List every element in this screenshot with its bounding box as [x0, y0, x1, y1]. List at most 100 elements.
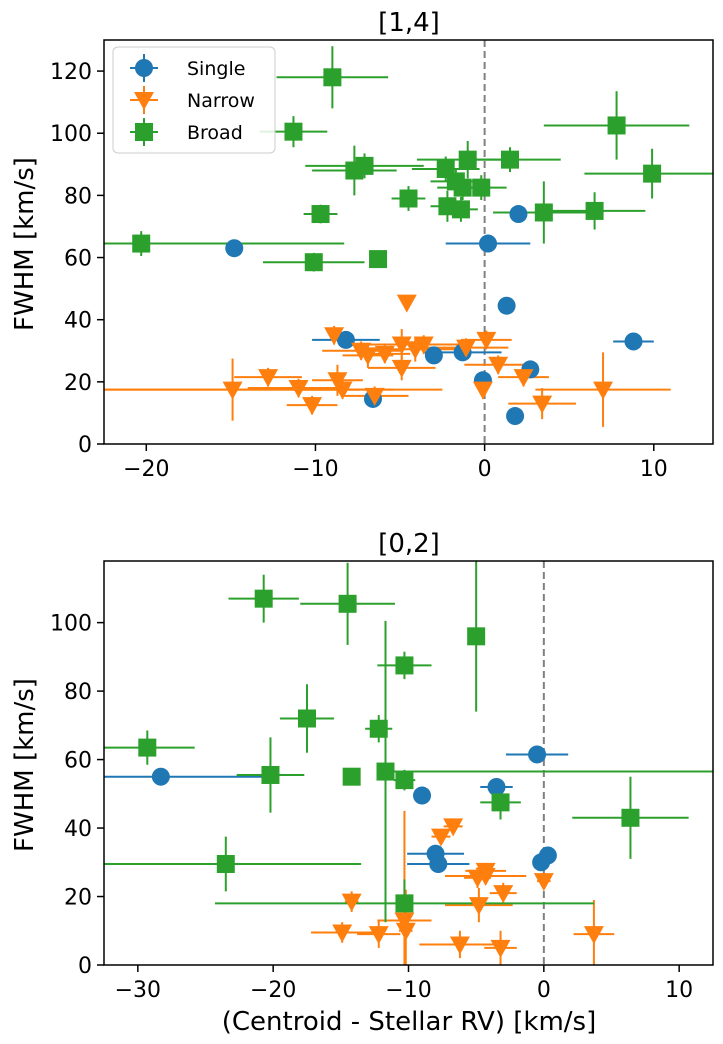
y-tick-label: 40: [64, 309, 92, 334]
narrow-point: [364, 387, 385, 406]
broad-point: [284, 122, 303, 141]
broad-point: [621, 808, 640, 827]
narrow-point: [357, 347, 378, 366]
narrow-point: [288, 380, 309, 399]
narrow-point: [368, 926, 389, 945]
narrow-point: [394, 912, 415, 931]
narrow-point: [258, 369, 279, 388]
broad-point: [342, 767, 361, 786]
narrow-point: [332, 381, 353, 400]
broad-point: [534, 203, 553, 222]
broad-point: [355, 156, 374, 175]
narrow-point: [341, 893, 362, 912]
narrow-point: [488, 356, 509, 375]
legend-label-broad: Broad: [187, 122, 243, 144]
broad-point: [453, 178, 472, 197]
broad-point: [501, 150, 519, 169]
legend-label-narrow: Narrow: [187, 90, 255, 112]
x-tick-label: −20: [250, 978, 296, 1003]
narrow-point: [513, 369, 534, 388]
top-panel-title: [1,4]: [378, 8, 440, 38]
single-point: [624, 332, 643, 351]
legend-marker-single: [135, 59, 153, 77]
legend: Single Narrow Broad: [112, 46, 276, 154]
y-tick-label: 20: [64, 886, 92, 911]
single-point: [528, 745, 547, 764]
y-tick-label: 100: [50, 612, 92, 637]
narrow-point: [324, 327, 345, 346]
broad-point: [451, 200, 470, 219]
broad-point: [138, 738, 157, 757]
x-tick-label: 10: [640, 457, 668, 482]
plot-area: [104, 561, 713, 965]
single-point: [506, 407, 525, 426]
legend-marker-narrow: [134, 92, 154, 110]
narrow-point: [593, 381, 614, 400]
single-point: [424, 346, 443, 365]
narrow-point: [332, 924, 353, 943]
broad-point: [338, 594, 357, 613]
broad-point: [395, 894, 414, 913]
narrow-point: [449, 936, 470, 955]
narrow-point: [456, 339, 477, 358]
broad-point: [395, 771, 414, 790]
y-tick-label: 60: [64, 247, 92, 272]
narrow-point: [476, 331, 497, 350]
broad-point: [585, 201, 604, 220]
y-tick-label: 0: [78, 954, 92, 979]
single-point: [429, 855, 448, 873]
legend-box: [112, 46, 276, 154]
bottom-panel-title: [0,2]: [378, 529, 440, 559]
broad-point: [643, 164, 662, 183]
broad-point: [254, 589, 273, 608]
broad-point: [323, 68, 342, 87]
y-tick-label: 100: [50, 122, 92, 147]
bottom-panel: [0,2] FWHM [km/s] (Centroid - Stellar RV…: [10, 529, 714, 1037]
broad-point: [376, 762, 395, 781]
legend-label-single: Single: [187, 58, 245, 80]
plot-area: [104, 40, 713, 444]
narrow-point: [493, 885, 514, 904]
single-point: [151, 767, 170, 786]
narrow-point: [302, 397, 323, 416]
narrow-point: [532, 395, 553, 414]
single-point: [479, 234, 498, 253]
single-point: [497, 296, 516, 315]
x-tick-label: 0: [537, 978, 551, 1003]
x-tick-label: −10: [292, 457, 338, 482]
narrow-point: [443, 818, 464, 837]
single-point: [413, 786, 432, 805]
x-tick-label: −30: [115, 978, 161, 1003]
broad-point: [399, 189, 418, 208]
narrow-point: [391, 336, 412, 355]
broad-point: [132, 234, 151, 253]
broad-point: [458, 150, 477, 169]
narrow-point: [222, 381, 243, 400]
narrow-point: [583, 926, 604, 945]
narrow-point: [327, 372, 348, 391]
narrow-point: [395, 922, 416, 941]
broad-point: [607, 116, 626, 135]
narrow-point: [475, 867, 496, 886]
broad-point: [216, 855, 235, 873]
x-axis-label: (Centroid - Stellar RV) [km/s]: [222, 1007, 596, 1037]
y-tick-label: 80: [64, 184, 92, 209]
broad-point: [491, 793, 510, 812]
narrow-point: [533, 873, 554, 892]
broad-point: [472, 178, 491, 197]
broad-point: [369, 250, 388, 269]
broad-point: [304, 253, 323, 272]
x-tick-label: 10: [665, 978, 693, 1003]
single-point: [336, 330, 355, 349]
top-panel: [1,4] FWHM [km/s] −20 −10 0 100204060801001…: [10, 8, 714, 482]
x-tick-label: −20: [123, 457, 169, 482]
legend-marker-broad: [135, 123, 153, 141]
single-point: [487, 777, 506, 796]
x-tick-label: 0: [478, 457, 492, 482]
narrow-point: [490, 939, 511, 958]
broad-point: [261, 765, 280, 784]
broad-point: [369, 719, 388, 738]
broad-point: [467, 627, 486, 646]
bottom-panel-ylabel: FWHM [km/s]: [10, 678, 40, 852]
